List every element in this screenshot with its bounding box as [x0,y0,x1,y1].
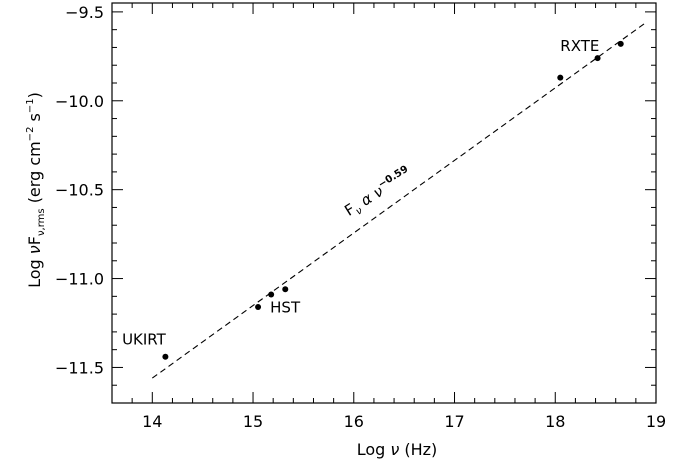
x-tick-label: 19 [646,412,666,431]
fit-label: Fν α ν−0.59 [341,164,416,222]
y-tick-labels: −9.5 −10.0 −10.5 −11.0 −11.5 [55,3,104,378]
data-point [268,291,275,298]
x-tick-label: 15 [243,412,263,431]
y-tick-label: −9.5 [65,3,104,22]
data-point [557,74,564,81]
plot-frame [111,2,657,404]
fit-line [151,22,647,379]
y-tick-label: −10.0 [55,92,104,111]
y-axis-title: Log νFν,rms (erg cm−2 s−1) [25,92,47,288]
x-tick-label: 18 [545,412,565,431]
point-label: RXTE [560,37,599,55]
y-tick-label: −11.0 [55,270,104,289]
x-tick-label: 17 [444,412,464,431]
fit-line-layer: Fν α ν−0.59 [151,22,647,379]
annotations: UKIRT HST RXTE [122,37,599,348]
x-tick-labels: 14 15 16 17 18 19 [142,412,666,431]
data-point [162,353,169,360]
x-tick-label: 16 [344,412,364,431]
x-axis-title: Log ν (Hz) [357,440,438,459]
x-tick-label: 14 [142,412,162,431]
point-label: UKIRT [122,330,167,348]
data-point [255,304,262,310]
data-point [617,40,624,47]
y-tick-label: −10.5 [55,181,104,200]
data-points [162,40,624,360]
y-tick-label: −11.5 [55,358,104,377]
data-point [594,55,601,62]
data-point [282,286,289,293]
tick-marks [111,3,657,403]
point-label: HST [270,298,301,316]
plot-border [111,2,657,404]
